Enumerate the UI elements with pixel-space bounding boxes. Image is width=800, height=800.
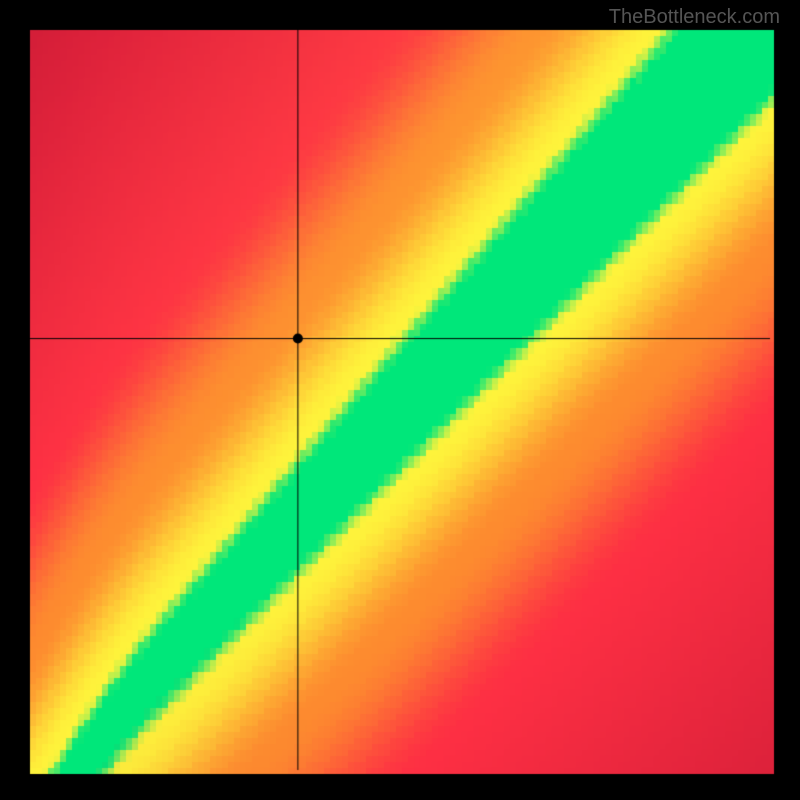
watermark-text: TheBottleneck.com: [609, 6, 780, 29]
chart-container: TheBottleneck.com: [0, 0, 800, 800]
heatmap-canvas: [0, 0, 800, 800]
